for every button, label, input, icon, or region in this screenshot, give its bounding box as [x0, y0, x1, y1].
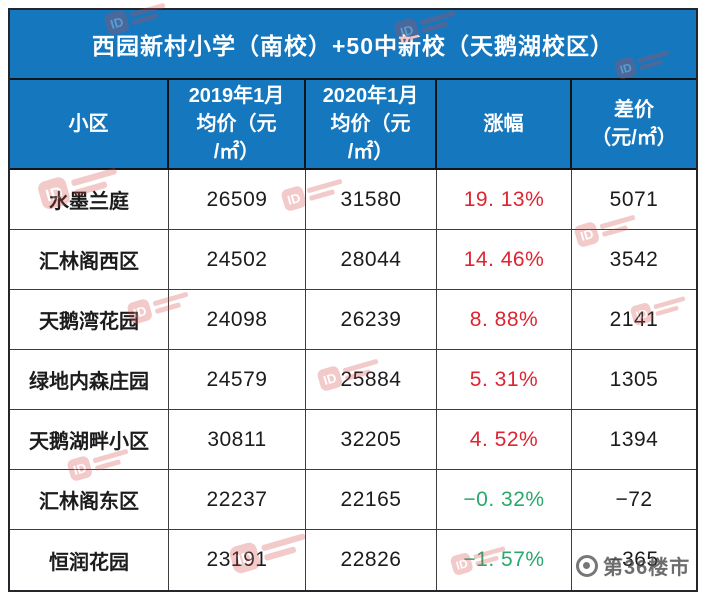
column-header-price-2020: 2020年1月 均价（元 /㎡）	[306, 80, 437, 170]
price-2020-cell: 28044	[306, 230, 437, 290]
change-cell: 4. 52%	[437, 410, 572, 470]
price-2020-cell: 25884	[306, 350, 437, 410]
price-2019-cell: 23191	[169, 530, 306, 590]
price-2019-cell: 24098	[169, 290, 306, 350]
column-header-change: 涨幅	[437, 80, 572, 170]
diff-cell: 2141	[572, 290, 696, 350]
change-cell: 14. 46%	[437, 230, 572, 290]
column-header-community: 小区	[10, 80, 169, 170]
diff-cell: 5071	[572, 170, 696, 230]
diff-cell: 1305	[572, 350, 696, 410]
price-2019-cell: 24502	[169, 230, 306, 290]
diff-cell: −365	[572, 530, 696, 590]
price-2020-cell: 26239	[306, 290, 437, 350]
price-2020-cell: 31580	[306, 170, 437, 230]
table-title: 西园新村小学（南校）+50中新校（天鹅湖校区）	[10, 10, 696, 80]
community-name-cell: 恒润花园	[10, 530, 169, 590]
price-table: 西园新村小学（南校）+50中新校（天鹅湖校区） 小区 2019年1月 均价（元 …	[8, 8, 698, 592]
change-cell: 8. 88%	[437, 290, 572, 350]
community-name-cell: 天鹅湾花园	[10, 290, 169, 350]
price-2019-cell: 24579	[169, 350, 306, 410]
diff-cell: −72	[572, 470, 696, 530]
change-cell: −0. 32%	[437, 470, 572, 530]
price-2019-cell: 22237	[169, 470, 306, 530]
diff-cell: 3542	[572, 230, 696, 290]
price-2019-cell: 30811	[169, 410, 306, 470]
diff-cell: 1394	[572, 410, 696, 470]
community-name-cell: 汇林阁东区	[10, 470, 169, 530]
column-header-price-2019: 2019年1月 均价（元 /㎡）	[169, 80, 306, 170]
community-name-cell: 天鹅湖畔小区	[10, 410, 169, 470]
price-2020-cell: 32205	[306, 410, 437, 470]
column-header-diff: 差价 （元/㎡）	[572, 80, 696, 170]
community-name-cell: 汇林阁西区	[10, 230, 169, 290]
price-2020-cell: 22165	[306, 470, 437, 530]
change-cell: 19. 13%	[437, 170, 572, 230]
community-name-cell: 水墨兰庭	[10, 170, 169, 230]
price-2019-cell: 26509	[169, 170, 306, 230]
price-2020-cell: 22826	[306, 530, 437, 590]
change-cell: 5. 31%	[437, 350, 572, 410]
change-cell: −1. 57%	[437, 530, 572, 590]
community-name-cell: 绿地内森庄园	[10, 350, 169, 410]
table-grid: 小区 2019年1月 均价（元 /㎡） 2020年1月 均价（元 /㎡） 涨幅 …	[10, 80, 696, 590]
